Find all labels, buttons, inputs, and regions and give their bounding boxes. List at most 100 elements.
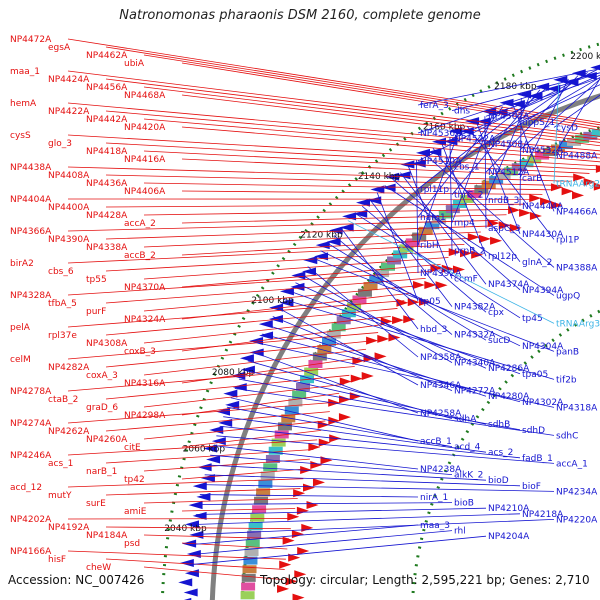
- right-gene-label: fadB_1: [522, 454, 553, 464]
- right-gene-label: NP4382A: [454, 303, 496, 313]
- right-gene-label: NP4238A: [420, 465, 462, 475]
- right-leader-line: [519, 78, 600, 151]
- topology-summary: Topology: circular; Length: 2,595,221 bp…: [260, 573, 590, 587]
- blue-gene-arrow: [215, 407, 230, 416]
- left-gene-label: NP4424A: [48, 75, 90, 85]
- blue-gene-arrow: [269, 303, 284, 312]
- left-gene-label: hemA: [10, 99, 37, 109]
- left-gene-label: tp55: [86, 275, 107, 285]
- left-leader-line: [181, 468, 307, 480]
- red-gene-arrow: [374, 352, 387, 361]
- right-gene-label: bioB: [454, 499, 474, 509]
- left-gene-label: NP4278A: [10, 387, 52, 397]
- left-leader-line: [105, 340, 373, 368]
- gene-block: [474, 185, 489, 194]
- right-leader-line: [519, 97, 522, 206]
- gene-block: [247, 530, 262, 539]
- red-gene-arrow: [460, 249, 473, 258]
- red-gene-arrow: [467, 233, 480, 242]
- left-gene-label: NP4428A: [86, 211, 128, 221]
- blue-gene-arrow: [291, 271, 306, 280]
- gene-block: [288, 398, 303, 407]
- right-gene-label: nirA_1: [420, 493, 448, 503]
- right-leader-line: [320, 250, 521, 347]
- gene-block: [240, 591, 255, 600]
- gene-block: [363, 282, 378, 291]
- right-leader-line: [553, 82, 560, 184]
- right-leader-line: [197, 502, 453, 505]
- left-leader-line: [143, 315, 391, 344]
- right-leader-line: [432, 148, 521, 263]
- gene-block: [542, 147, 557, 156]
- right-gene-label: acd_4: [454, 443, 481, 453]
- kbp-tick-label: 2180 kbp: [494, 82, 537, 92]
- right-gene-label: maa_3: [420, 521, 450, 531]
- left-leader-line: [143, 86, 600, 143]
- red-gene-arrow: [509, 223, 522, 232]
- gene-block: [558, 141, 573, 150]
- right-leader-line: [283, 299, 555, 380]
- right-leader-line: [295, 282, 487, 369]
- right-gene-label: NP4466A: [556, 207, 598, 217]
- right-gene-label: sdhD: [522, 426, 545, 436]
- right-leader-line: [257, 342, 555, 408]
- left-gene-label: NP4418A: [86, 147, 128, 157]
- right-leader-line: [216, 435, 555, 464]
- right-gene-label: NP4218A: [522, 510, 564, 520]
- left-gene-label: NP4366A: [10, 227, 52, 237]
- blue-gene-arrow: [239, 354, 254, 363]
- left-leader-line: [105, 488, 301, 496]
- left-gene-label: acs_1: [48, 459, 73, 469]
- dotted-track-1: [411, 309, 600, 600]
- right-gene-label: ugpQ: [556, 291, 580, 301]
- left-gene-label: NP4308A: [86, 339, 128, 349]
- left-leader-line: [105, 46, 600, 126]
- left-gene-label: pelA: [10, 323, 31, 333]
- gene-block: [481, 180, 496, 189]
- gene-block: [326, 330, 341, 339]
- right-gene-label: NP4302A: [522, 398, 564, 408]
- blue-gene-arrow: [326, 237, 341, 246]
- kbp-tick-label: 2060 kbp: [183, 444, 226, 454]
- left-gene-label: NP4202A: [10, 515, 52, 525]
- left-gene-label: hisF: [48, 555, 66, 565]
- left-gene-label: citE: [124, 443, 141, 453]
- right-leader-line: [226, 406, 453, 447]
- right-gene-label: NP4532A: [522, 146, 564, 156]
- red-gene-arrow: [282, 536, 295, 545]
- red-gene-arrow: [377, 334, 390, 343]
- gene-block: [281, 414, 296, 423]
- left-gene-label: NP4328A: [10, 291, 52, 301]
- right-leader-line: [417, 69, 598, 162]
- left-leader-line: [181, 126, 600, 163]
- right-gene-label: accA_1: [556, 459, 588, 469]
- right-leader-line: [202, 484, 555, 492]
- red-gene-arrow: [430, 264, 443, 273]
- right-gene-label: NP4536A: [420, 129, 462, 139]
- right-gene-label: NP4512A: [488, 168, 530, 178]
- blue-gene-arrow: [225, 400, 240, 409]
- right-gene-label: rhl: [454, 527, 466, 537]
- gene-block: [489, 176, 504, 185]
- left-leader-line: [67, 439, 318, 456]
- left-gene-label: NP4420A: [124, 123, 166, 133]
- gene-block: [425, 221, 440, 230]
- right-gene-label: NP4204A: [488, 532, 530, 542]
- red-gene-arrow: [312, 478, 325, 487]
- right-leader-line: [417, 68, 600, 106]
- right-gene-label: ribH: [420, 241, 439, 251]
- left-gene-label: cysS: [10, 131, 31, 141]
- gene-block: [292, 390, 307, 399]
- left-gene-label: NP4442A: [86, 115, 128, 125]
- left-gene-label: NP4282A: [48, 363, 90, 373]
- left-leader-line: [181, 190, 543, 195]
- right-leader-line: [234, 388, 555, 436]
- blue-gene-arrow: [183, 588, 198, 597]
- left-leader-line: [67, 38, 600, 123]
- left-gene-label: NP4370A: [124, 283, 166, 293]
- right-leader-line: [204, 474, 521, 487]
- right-gene-label: tRNAArg3: [556, 319, 600, 329]
- red-gene-arrow: [361, 372, 374, 381]
- left-gene-label: NP4416A: [124, 155, 166, 165]
